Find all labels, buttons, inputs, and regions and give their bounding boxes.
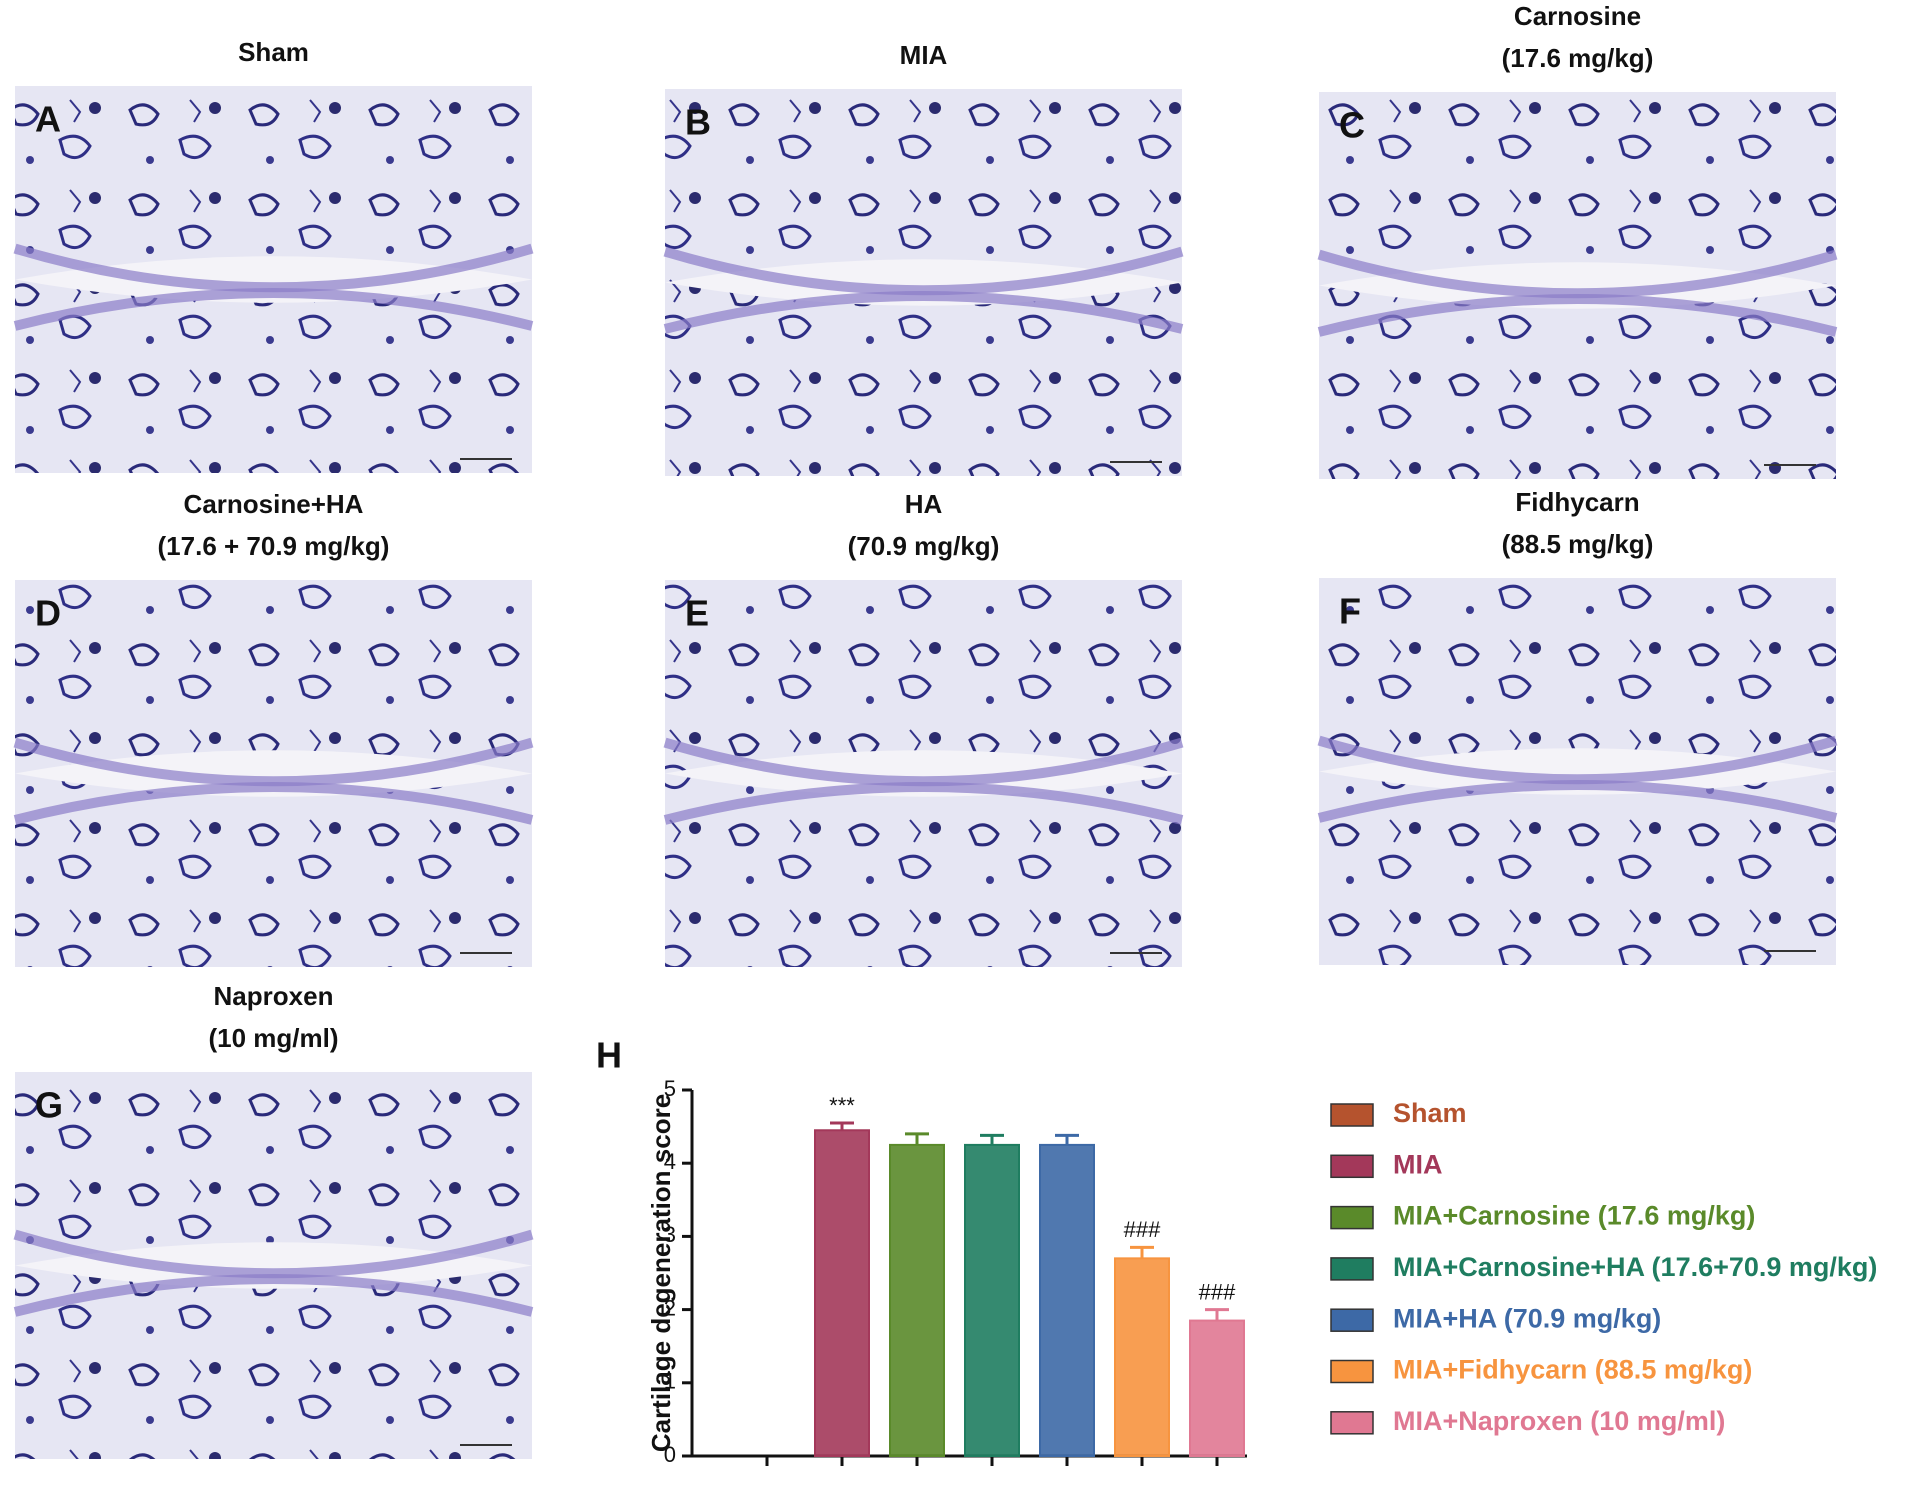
bar [1189, 1319, 1245, 1457]
bar [1114, 1257, 1170, 1457]
significance-label: ### [1199, 1279, 1236, 1304]
legend-swatch [1330, 1359, 1374, 1384]
panel-title: (17.6 mg/kg) [1502, 43, 1654, 73]
panel-letter: A [35, 99, 61, 140]
significance-label: *** [829, 1093, 855, 1118]
significance-label: ### [1124, 1217, 1161, 1242]
y-tick-label: 1 [664, 1369, 676, 1394]
cartilage-band [13, 737, 534, 787]
panel-title: MIA [900, 40, 948, 70]
histology-panel: G Naproxen (10 mg/ml) [13, 981, 534, 1459]
legend-swatch [1330, 1154, 1374, 1179]
legend-label: MIA+Carnosine (17.6 mg/kg) [1393, 1201, 1755, 1231]
histology-panel: A Sham [13, 37, 534, 473]
panel-title: (10 mg/ml) [208, 1023, 338, 1053]
error-bar [830, 1121, 854, 1131]
legend-label: MIA+Fidhycarn (88.5 mg/kg) [1393, 1355, 1752, 1385]
error-bar [1130, 1245, 1154, 1259]
panel-letter: E [685, 593, 709, 634]
joint-space [665, 259, 1182, 306]
histology-panel: C Carnosine (17.6 mg/kg) [1317, 1, 1838, 479]
panel-title: Fidhycarn [1515, 487, 1639, 517]
panel-title: (88.5 mg/kg) [1502, 529, 1654, 559]
panel-title: Naproxen [214, 981, 334, 1011]
bar [814, 1129, 870, 1457]
y-tick-label: 0 [664, 1442, 676, 1467]
panel-letter: C [1339, 105, 1365, 146]
panel-title: Sham [238, 37, 309, 67]
error-bar [1055, 1133, 1079, 1145]
y-tick-label: 4 [664, 1149, 676, 1174]
legend-swatch [1330, 1257, 1374, 1281]
y-tick-label: 5 [664, 1076, 676, 1101]
cartilage-band [1317, 735, 1838, 785]
cartilage-band [1317, 249, 1838, 299]
joint-space [15, 256, 532, 303]
bar [1039, 1143, 1095, 1458]
joint-space [1319, 262, 1836, 309]
joint-space [1319, 748, 1836, 795]
panel-letter: H [596, 1035, 622, 1076]
error-bar [905, 1132, 929, 1145]
error-bar [1205, 1308, 1229, 1321]
y-tick-label: 2 [664, 1295, 676, 1320]
bar [964, 1143, 1020, 1458]
legend-label: MIA+HA (70.9 mg/kg) [1393, 1303, 1661, 1333]
panel-letter: G [35, 1085, 63, 1126]
cartilage-band [13, 288, 534, 331]
panel-title: HA [905, 489, 943, 519]
y-tick-label: 3 [664, 1222, 676, 1247]
joint-space [15, 1242, 532, 1289]
joint-space [665, 750, 1182, 797]
legend-label: MIA [1393, 1149, 1443, 1179]
histology-panel: E HA (70.9 mg/kg) [663, 489, 1184, 967]
cartilage-band [1317, 294, 1838, 337]
cartilage-band [13, 243, 534, 293]
joint-space [15, 750, 532, 797]
histology-panel: B MIA [663, 40, 1184, 476]
cartilage-band [1317, 780, 1838, 823]
legend-swatch [1330, 1411, 1374, 1435]
legend-swatch [1330, 1205, 1374, 1230]
legend-swatch [1330, 1308, 1374, 1332]
panel-letter: D [35, 593, 61, 634]
histology-panel: F Fidhycarn (88.5 mg/kg) [1317, 487, 1838, 965]
error-bar [980, 1133, 1004, 1145]
bar [889, 1143, 945, 1458]
y-axis-label: Cartilage degeneration score [646, 1094, 676, 1452]
cartilage-band [663, 782, 1184, 825]
cartilage-band [663, 246, 1184, 296]
cartilage-band [13, 782, 534, 825]
cartilage-band [663, 291, 1184, 334]
panel-letter: B [685, 102, 711, 143]
panel-title: (70.9 mg/kg) [848, 531, 1000, 561]
panel-title: Carnosine+HA [184, 489, 364, 519]
panel-letter: F [1339, 591, 1361, 632]
cartilage-band [13, 1229, 534, 1279]
legend-swatch [1330, 1103, 1374, 1127]
cartilage-band [663, 737, 1184, 787]
legend-label: MIA+Carnosine+HA (17.6+70.9 mg/kg) [1393, 1252, 1877, 1282]
legend-label: MIA+Naproxen (10 mg/ml) [1393, 1406, 1725, 1436]
panel-title: (17.6 + 70.9 mg/kg) [158, 531, 390, 561]
histology-panel: D Carnosine+HA (17.6 + 70.9 mg/kg) [13, 489, 534, 967]
legend-label: Sham [1393, 1098, 1467, 1128]
panel-title: Carnosine [1514, 1, 1641, 31]
cartilage-band [13, 1274, 534, 1317]
